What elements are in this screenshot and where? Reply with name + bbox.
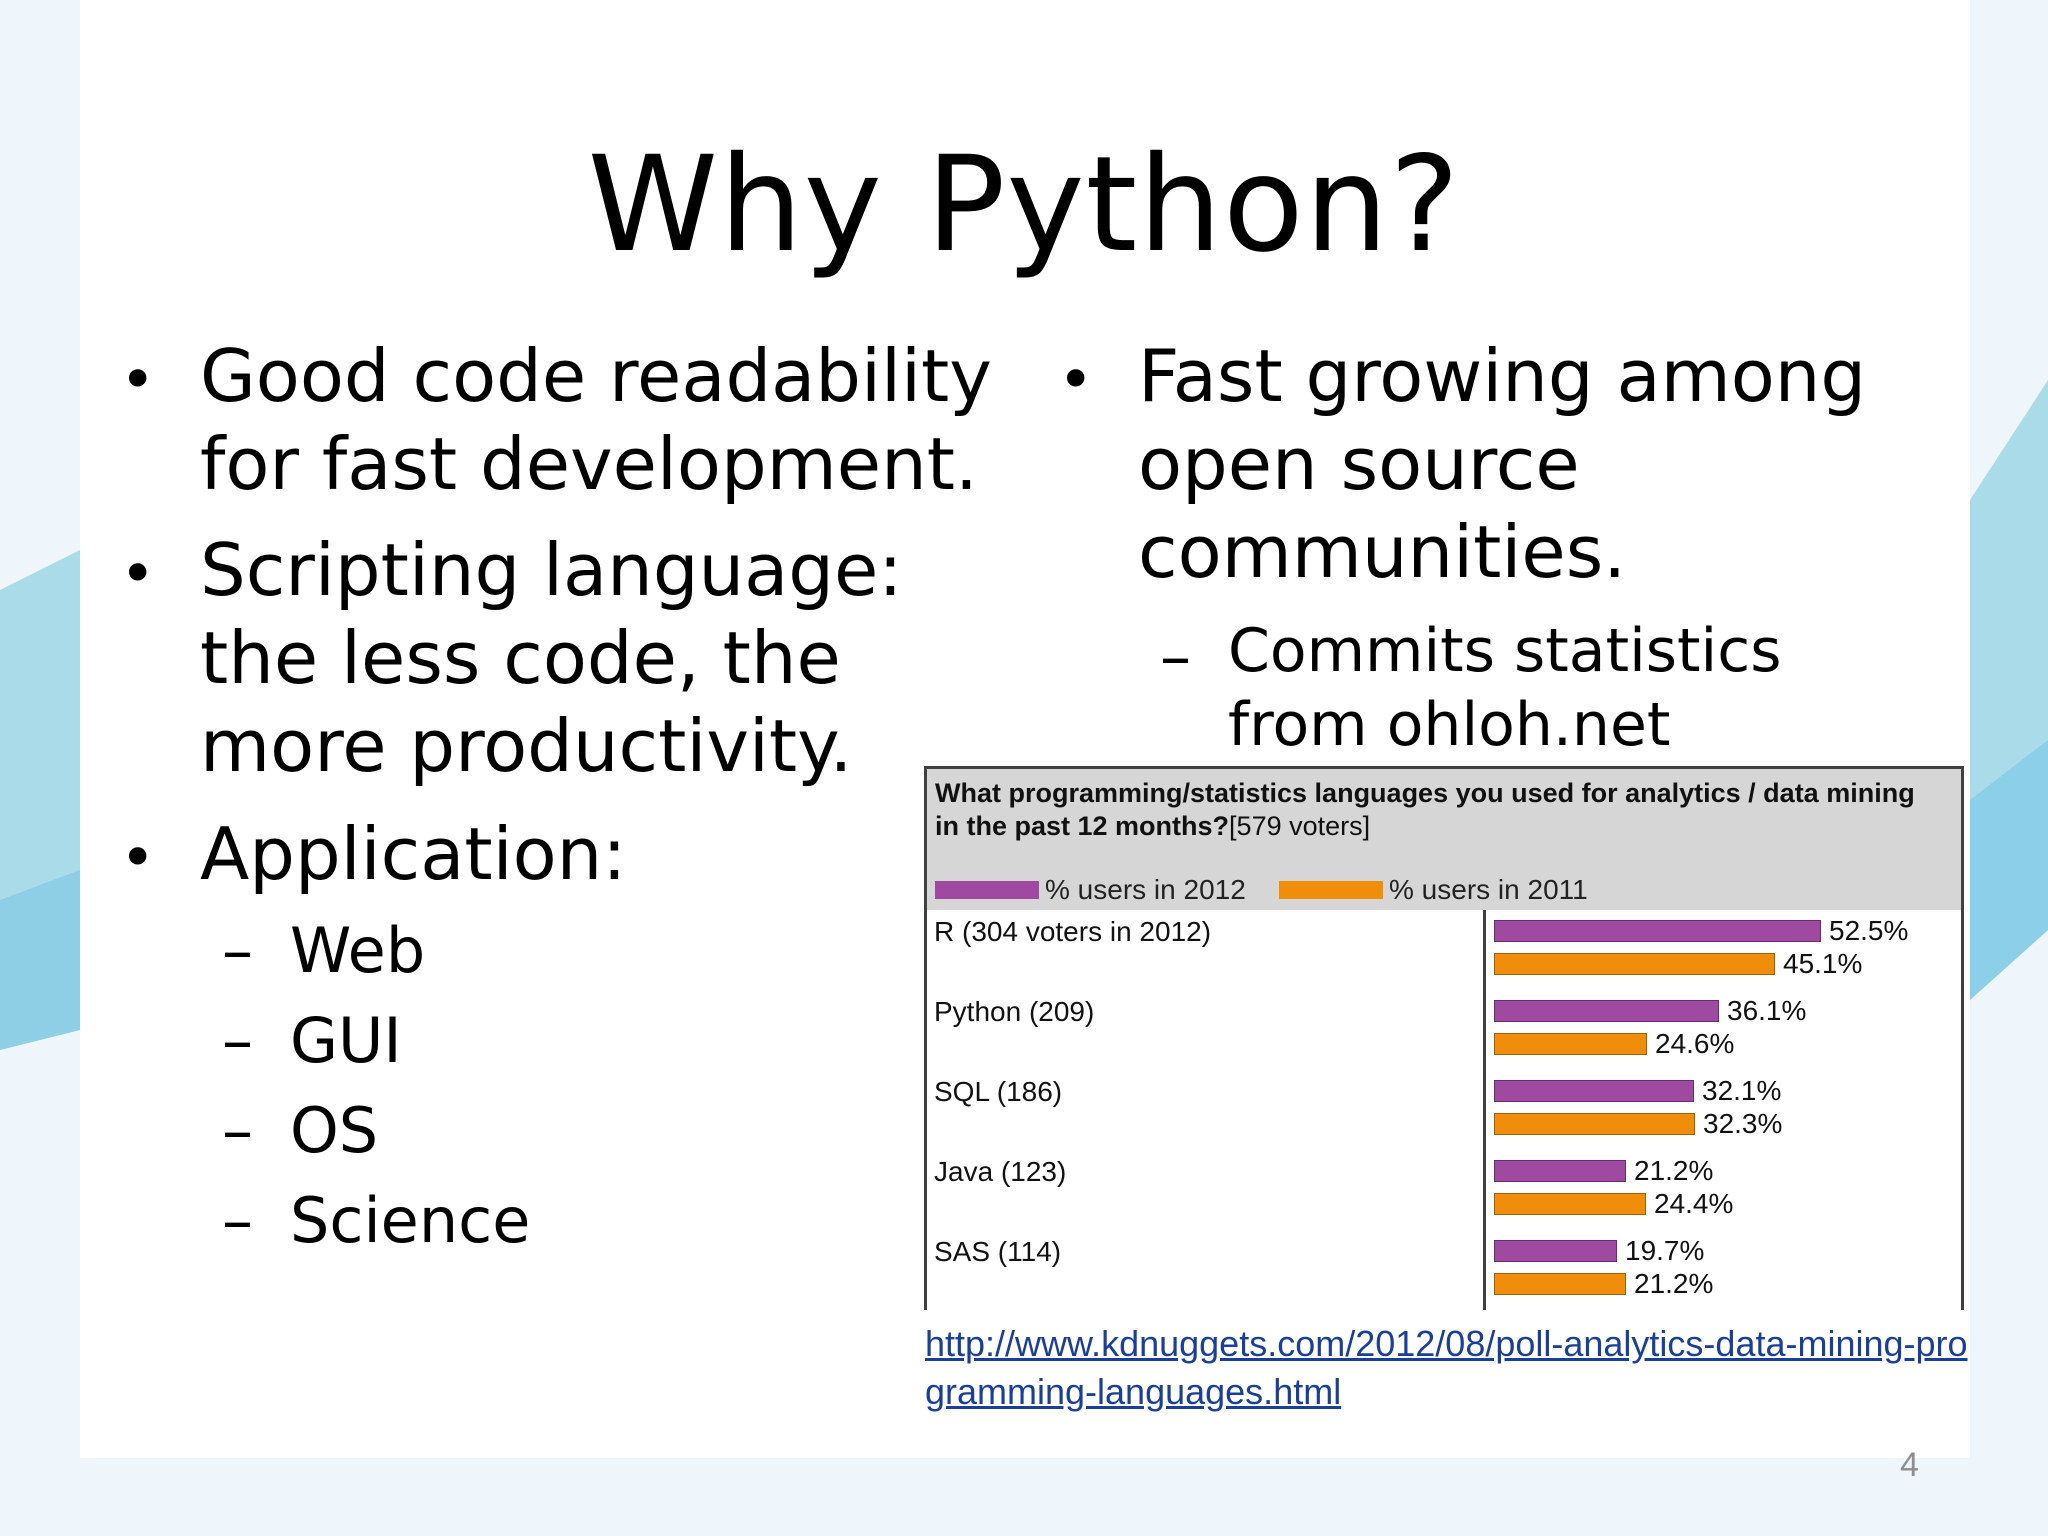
value-label-2011: 32.3% xyxy=(1703,1108,1783,1139)
table-row: SQL (186) 32.1% 32.3% xyxy=(924,1070,1964,1153)
bullet-marker: • xyxy=(1058,345,1094,415)
legend-swatch-2012 xyxy=(935,881,1039,899)
dash-marker: – xyxy=(222,914,253,987)
table-row: Python (209) 36.1% 24.6% xyxy=(924,990,1964,1073)
dash-marker: – xyxy=(1160,620,1191,693)
bar-2011 xyxy=(1494,1273,1626,1295)
source-link[interactable]: http://www.kdnuggets.com/2012/08/poll-an… xyxy=(925,1323,1968,1412)
bullet-text: more productivity. xyxy=(200,704,853,788)
bullet-marker: • xyxy=(120,345,156,415)
legend-label-2012: % users in 2012 xyxy=(1045,874,1246,905)
row-category-label: Python (209) xyxy=(934,996,1095,1027)
chart-title-voters: [579 voters] xyxy=(1229,811,1371,841)
bar-2012 xyxy=(1494,1000,1719,1022)
bullet-marker: • xyxy=(120,823,156,893)
sub-item: OS xyxy=(290,1094,379,1167)
value-label-2012: 32.1% xyxy=(1702,1075,1782,1106)
bullet-text: Fast growing among xyxy=(1138,334,1867,418)
dash-marker: – xyxy=(222,1184,253,1257)
table-row: SAS (114) 19.7% 21.2% xyxy=(924,1230,1964,1310)
bar-2011 xyxy=(1494,953,1775,975)
page-number: 4 xyxy=(1900,1446,1919,1484)
table-row: Java (123) 21.2% 24.4% xyxy=(924,1150,1964,1233)
row-divider xyxy=(1483,1230,1486,1310)
bar-2012 xyxy=(1494,920,1821,942)
legend-label-2011: % users in 2011 xyxy=(1389,874,1588,905)
bullet-text: Good code readability xyxy=(200,334,992,418)
sub-item: Web xyxy=(290,914,426,987)
bar-2011 xyxy=(1494,1193,1646,1215)
row-category-label: R (304 voters in 2012) xyxy=(934,916,1212,947)
table-row: R (304 voters in 2012) 52.5% 45.1% xyxy=(924,910,1964,993)
row-divider xyxy=(1483,990,1486,1070)
row-divider xyxy=(1483,910,1486,990)
row-divider xyxy=(1483,1070,1486,1150)
value-label-2012: 52.5% xyxy=(1829,915,1909,946)
bar-2012 xyxy=(1494,1080,1694,1102)
chart-title-text: What programming/statistics languages yo… xyxy=(935,778,1915,841)
dash-marker: – xyxy=(222,1004,253,1077)
bar-2011 xyxy=(1494,1033,1647,1055)
bullet-text: Scripting language: xyxy=(200,528,903,612)
bullet-marker: • xyxy=(120,539,156,609)
row-category-label: SAS (114) xyxy=(934,1236,1062,1267)
chart-title: What programming/statistics languages yo… xyxy=(935,777,1935,843)
sub-item: Commits statistics xyxy=(1228,616,1782,686)
value-label-2012: 21.2% xyxy=(1634,1155,1714,1186)
bullet-text: communities. xyxy=(1138,510,1627,594)
sub-item: Science xyxy=(290,1184,531,1257)
legend-swatch-2011 xyxy=(1279,881,1383,899)
value-label-2012: 36.1% xyxy=(1727,995,1807,1026)
dash-marker: – xyxy=(222,1094,253,1167)
value-label-2011: 24.6% xyxy=(1655,1028,1735,1059)
value-label-2012: 19.7% xyxy=(1625,1235,1705,1266)
chart-header: What programming/statistics languages yo… xyxy=(924,766,1964,916)
bar-2012 xyxy=(1494,1160,1626,1182)
bullet-text: Application: xyxy=(200,812,627,896)
value-label-2011: 21.2% xyxy=(1634,1268,1714,1299)
sub-item: GUI xyxy=(290,1004,402,1077)
bullet-text: the less code, the xyxy=(200,616,841,700)
value-label-2011: 24.4% xyxy=(1654,1188,1734,1219)
bullet-text: open source xyxy=(1138,422,1580,506)
row-category-label: Java (123) xyxy=(934,1156,1067,1187)
row-category-label: SQL (186) xyxy=(934,1076,1063,1107)
bullet-text: for fast development. xyxy=(200,422,978,506)
value-label-2011: 45.1% xyxy=(1783,948,1863,979)
bar-2012 xyxy=(1494,1240,1617,1262)
poll-bar-chart: What programming/statistics languages yo… xyxy=(924,766,1964,1312)
bar-2011 xyxy=(1494,1113,1695,1135)
slide-title: Why Python? xyxy=(587,128,1461,282)
sub-item: from ohloh.net xyxy=(1228,690,1671,760)
row-divider xyxy=(1483,1150,1486,1230)
